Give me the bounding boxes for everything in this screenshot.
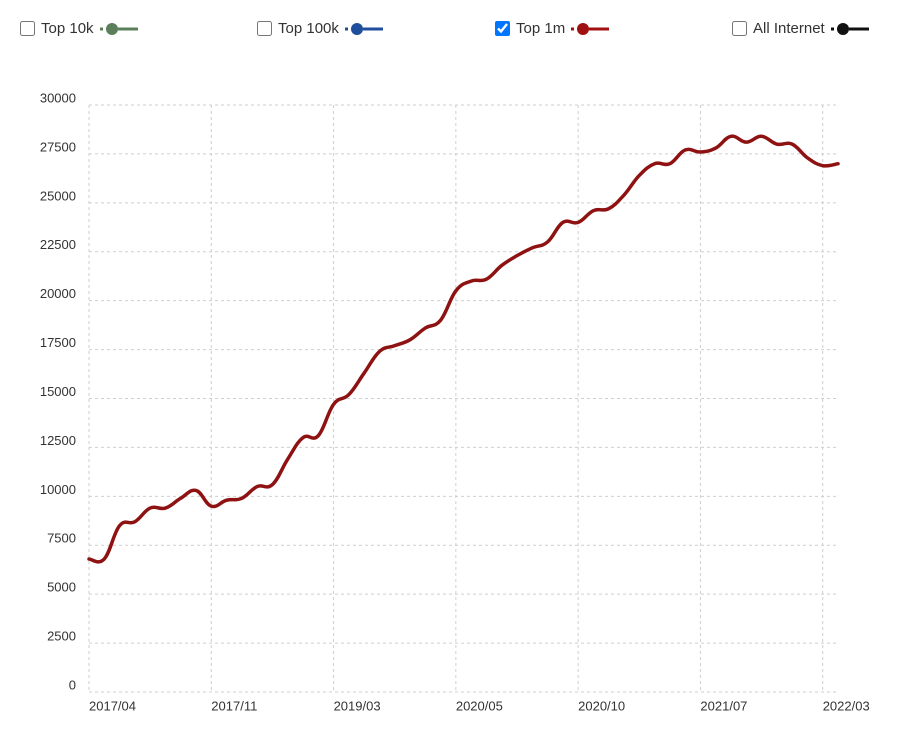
x-tick-label: 2017/11 — [211, 698, 257, 713]
legend-label: Top 1m — [516, 20, 566, 37]
legend-item: Top 10k — [20, 20, 140, 37]
x-tick-label: 2022/03 — [823, 698, 870, 713]
legend-dot-small — [830, 27, 834, 30]
legend-dot — [836, 22, 849, 35]
legend-dot — [577, 22, 590, 35]
series-checkbox[interactable] — [257, 21, 272, 36]
y-tick-label: 0 — [69, 677, 76, 692]
x-tick-label: 2017/04 — [89, 698, 136, 713]
legend-item: Top 1m — [495, 20, 611, 37]
legend-dot — [105, 22, 118, 35]
y-tick-label: 2500 — [47, 629, 76, 644]
legend-label: Top 10k — [41, 20, 94, 37]
y-tick-label: 15000 — [40, 384, 76, 399]
y-tick-label: 22500 — [40, 237, 76, 252]
y-tick-label: 7500 — [47, 531, 76, 546]
x-tick-label: 2020/10 — [578, 698, 625, 713]
y-tick-label: 30000 — [40, 90, 76, 105]
x-tick-label: 2019/03 — [334, 698, 381, 713]
legend-item: All Internet — [732, 20, 871, 37]
y-tick-label: 27500 — [40, 139, 76, 154]
series-checkbox[interactable] — [20, 21, 35, 36]
y-tick-label: 10000 — [40, 482, 76, 497]
y-tick-label: 25000 — [40, 188, 76, 203]
data-line — [87, 134, 840, 564]
legend-dot-small — [344, 27, 348, 30]
series-checkbox[interactable] — [495, 21, 510, 36]
x-tick-label: 2021/07 — [700, 698, 747, 713]
legend-dot — [350, 22, 363, 35]
legend-icon — [571, 22, 610, 35]
series-checkbox[interactable] — [732, 21, 747, 36]
legend-item: Top 100k — [257, 20, 385, 37]
x-tick-label: 2020/05 — [456, 698, 503, 713]
legend-icon — [830, 22, 869, 35]
legend-icon — [344, 22, 383, 35]
legend: Top 10k Top 100k Top 1m All Internet — [0, 20, 920, 50]
legend-icon — [99, 22, 138, 35]
y-tick-label: 5000 — [47, 580, 76, 595]
legend-dot-small — [99, 27, 103, 30]
y-tick-label: 17500 — [40, 335, 76, 350]
legend-dot-small — [571, 27, 575, 30]
legend-label: All Internet — [753, 20, 825, 37]
y-tick-label: 12500 — [40, 433, 76, 448]
y-tick-label: 20000 — [40, 286, 76, 301]
legend-label: Top 100k — [278, 20, 339, 37]
